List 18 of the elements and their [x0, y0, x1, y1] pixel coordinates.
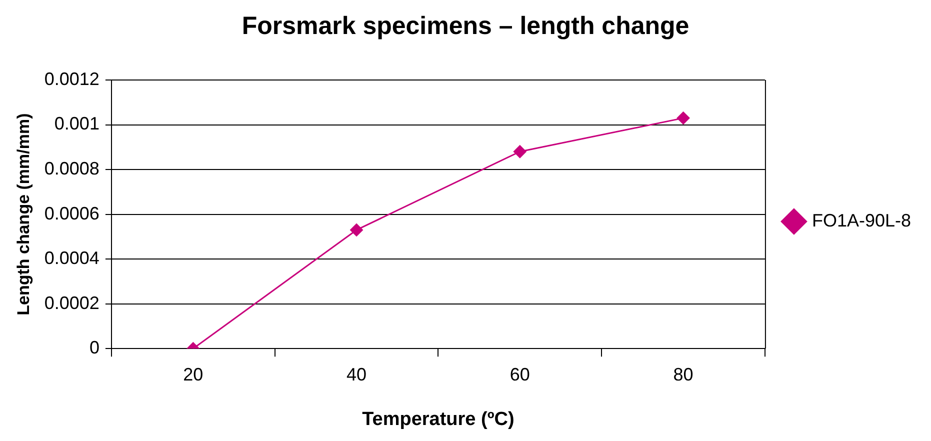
x-tick-label: 20: [183, 364, 204, 384]
legend-label: FO1A-90L-8: [812, 210, 912, 230]
x-tick-label: 40: [346, 364, 367, 384]
x-tick-label: 80: [673, 364, 694, 384]
point: [676, 112, 690, 125]
y-tick-label: 0: [89, 338, 100, 358]
y-tick-label: 0.0008: [44, 158, 100, 178]
y-tick-label: 0.001: [54, 114, 100, 134]
y-tick-label: 0.0012: [44, 68, 100, 89]
chart-title: Forsmark specimens – length change: [242, 12, 690, 40]
y-tick-label: 0.0006: [44, 203, 100, 224]
point: [513, 145, 526, 158]
x-axis-title: Temperature (ºC): [362, 408, 514, 430]
point: [350, 223, 364, 236]
y-tick-label: 0.0002: [44, 292, 100, 313]
x-tick-label: 60: [510, 364, 530, 384]
y-tick-label: 0.0004: [44, 248, 100, 268]
y-axis-title: Length change (mm/mm): [14, 113, 33, 316]
